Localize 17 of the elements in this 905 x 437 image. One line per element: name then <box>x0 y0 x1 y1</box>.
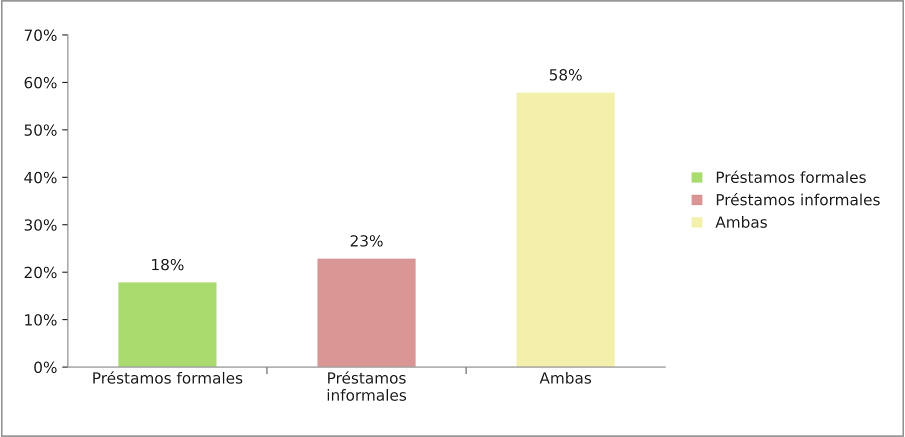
legend-label: Préstamos informales <box>716 193 880 206</box>
data-label: 58% <box>550 69 582 81</box>
x-tick-label: Préstamos formales <box>93 371 242 384</box>
legend-label: Préstamos formales <box>716 170 866 184</box>
x-tick-label: Préstamos informales <box>328 371 406 401</box>
y-tick-label: 50% <box>24 124 57 136</box>
legend-label: Ambas <box>715 216 767 228</box>
y-tick-label: 20% <box>24 266 57 278</box>
y-tick-label: 10% <box>25 314 57 326</box>
y-tick-label: 70% <box>24 29 57 41</box>
data-label: 18% <box>152 258 184 270</box>
y-tick-label: 0% <box>34 362 57 374</box>
x-tick-label: Ambas <box>540 372 592 384</box>
y-tick-label: 60% <box>24 76 57 88</box>
data-label: 23% <box>350 235 383 247</box>
y-tick-label: 30% <box>24 219 57 231</box>
y-tick-label: 40% <box>24 172 57 184</box>
